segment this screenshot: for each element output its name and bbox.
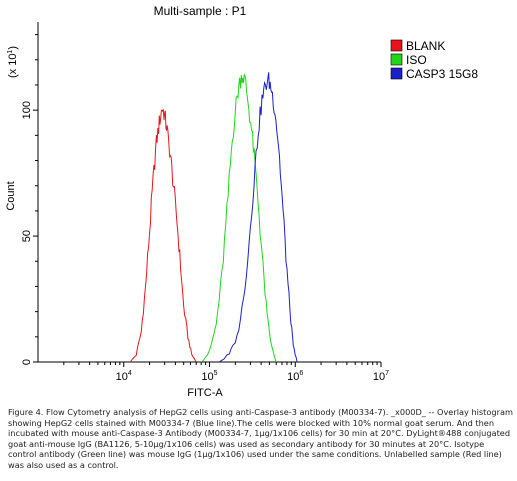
series-line-iso [200,73,277,363]
legend-label-blank: BLANK [406,39,445,53]
series-line-casp3-15g8 [219,72,298,363]
flow-cytometry-chart: Multi-sample : P1 (x 101) Count FITC-A 0… [5,4,478,399]
legend-swatch-casp3-15g8 [390,67,403,80]
x-tick-label: 105 [201,370,217,383]
figure-caption: Figure 4. Flow Cytometry analysis of Hep… [8,407,513,470]
x-tick-label: 106 [287,370,303,383]
legend-swatch-blank [390,39,403,52]
plot-area: 0 50 100 104 105 106 107 [21,22,389,383]
y-tick-label: 100 [21,101,33,119]
chart-title: Multi-sample : P1 [154,4,247,18]
x-tick-label: 107 [373,370,389,383]
y-multiplier: (x 101) [7,46,19,78]
y-tick-label: 0 [21,359,33,365]
y-axis-label: Count [5,181,17,210]
y-multiplier-exp: 1 [7,50,14,54]
y-tick-label: 50 [21,230,33,242]
legend-swatch-iso [390,53,403,66]
legend-label-casp3-15g8: CASP3 15G8 [406,67,478,81]
series-line-blank [130,108,197,363]
x-tick-label: 104 [116,370,132,383]
x-axis-label: FITC-A [187,387,223,399]
legend-label-iso: ISO [406,53,427,67]
